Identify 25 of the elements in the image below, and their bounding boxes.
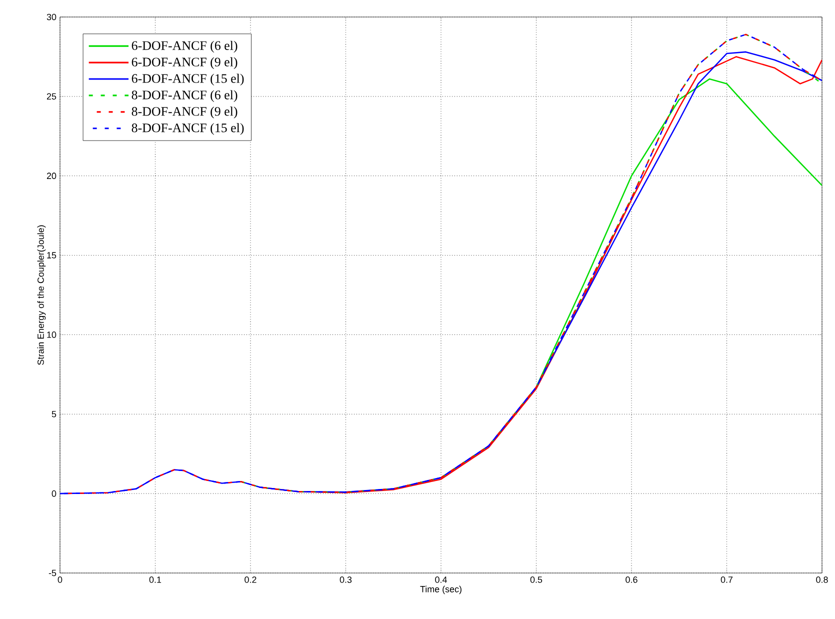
x-tick-label: 0.1 (149, 576, 162, 583)
x-tick-label: 0.2 (244, 576, 256, 583)
x-tick-label: 0.5 (530, 576, 542, 583)
x-tick-label: 0.8 (816, 576, 828, 583)
x-tick-label: 0.4 (435, 576, 447, 583)
x-tick-label: 0.6 (626, 576, 638, 583)
legend-label: 6-DOF-ANCF (9 el) (132, 57, 238, 70)
legend-label: 6-DOF-ANCF (15 el) (132, 74, 244, 86)
y-tick-label: 20 (46, 172, 56, 180)
x-tick-label: 0 (58, 576, 62, 583)
y-tick-label: 5 (52, 411, 56, 418)
x-tick-label: 0.7 (720, 576, 733, 583)
y-axis-title: Strain Energy of the Coupler(Joule) (37, 225, 46, 365)
legend-label: 8-DOF-ANCF (6 el) (132, 90, 238, 102)
x-tick-label: 0.3 (340, 576, 352, 583)
legend-label: 6-DOF-ANCF (6 el) (132, 40, 238, 53)
x-axis-title: Time (sec) (420, 586, 462, 594)
y-tick-label: 10 (47, 332, 56, 338)
legend-label: 8-DOF-ANCF (15 el) (132, 123, 244, 135)
y-tick-label: 25 (46, 93, 56, 100)
y-tick-label: 15 (47, 252, 56, 258)
y-tick-label: 30 (46, 14, 56, 20)
y-tick-label: -5 (48, 570, 56, 576)
legend-label: 8-DOF-ANCF (9 el) (132, 106, 238, 118)
y-tick-label: 0 (52, 490, 56, 497)
